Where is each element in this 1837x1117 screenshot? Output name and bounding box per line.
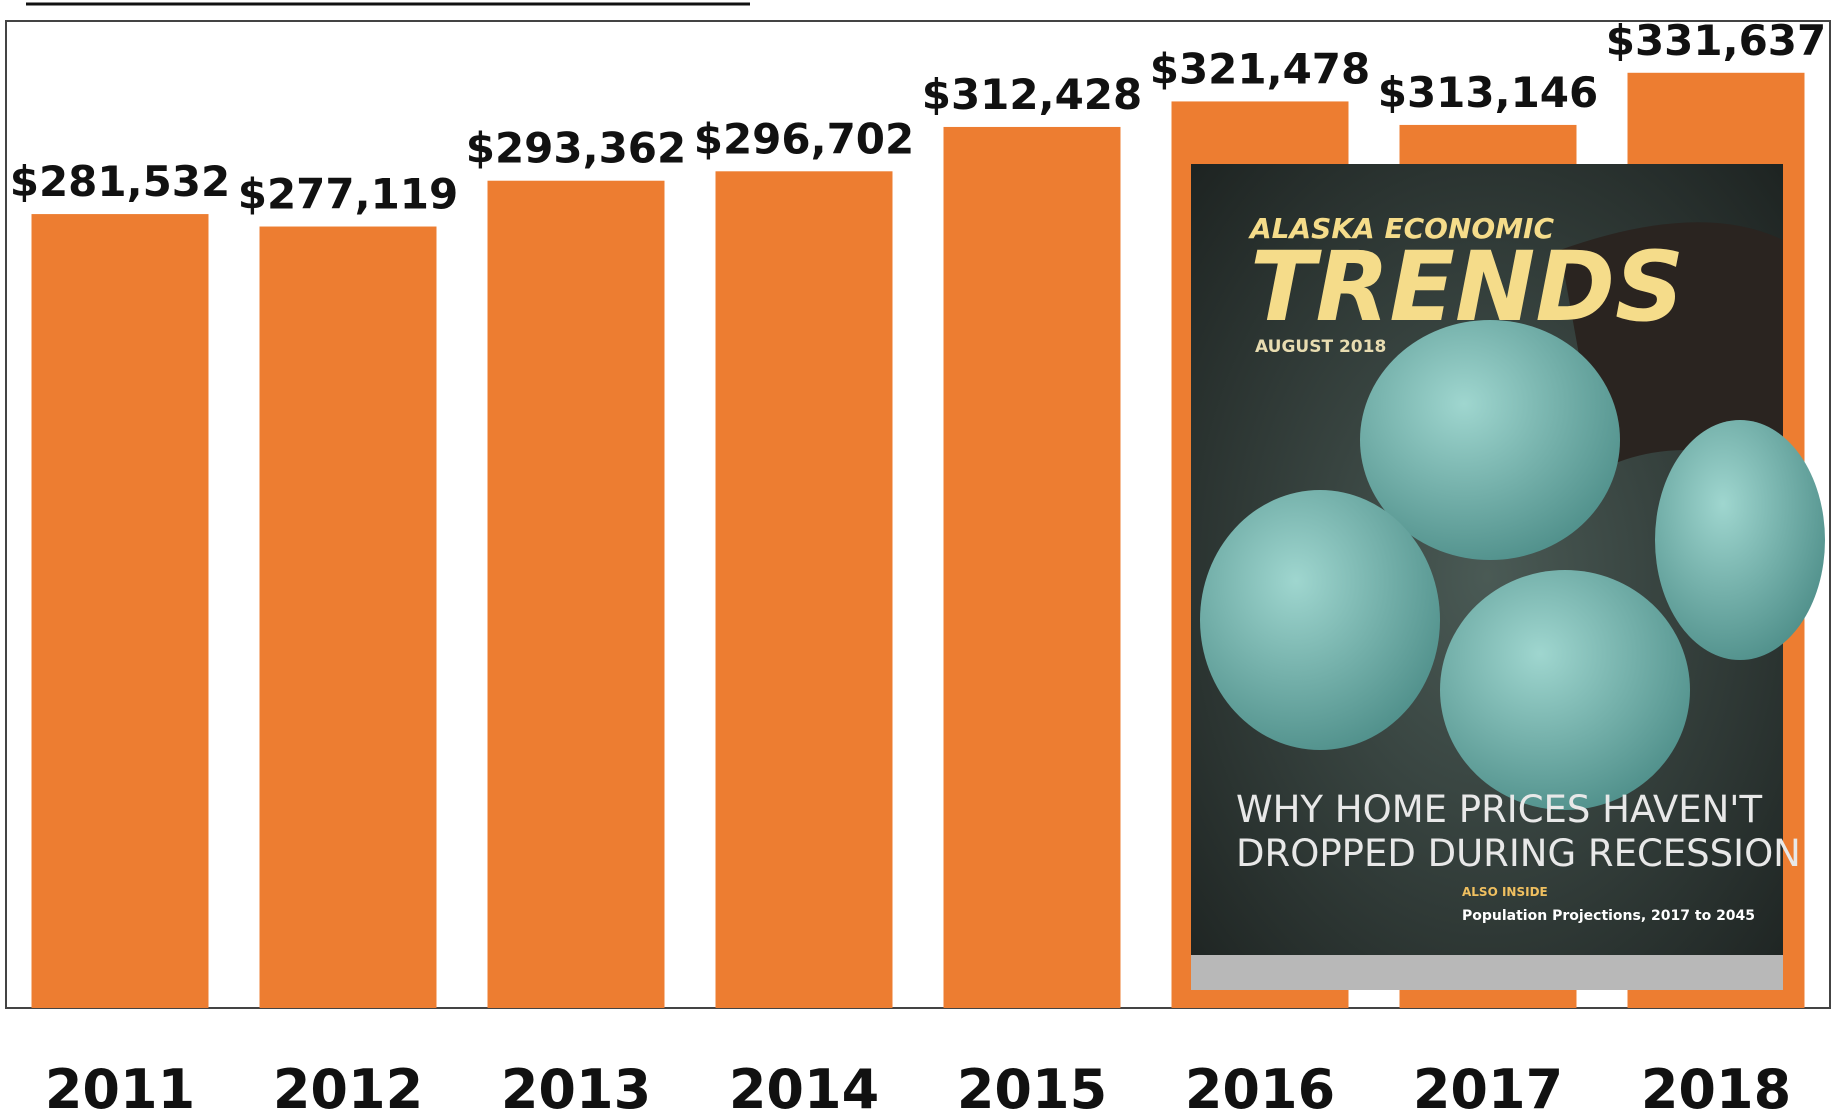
value-label: $281,532: [10, 157, 231, 206]
labels: $281,532 2011 $277,119 2012 $293,362 2013 $296…: [10, 16, 1827, 1117]
x-tick-label: 2014: [729, 1058, 879, 1117]
bar: [715, 171, 893, 1008]
x-tick-label: 2018: [1641, 1058, 1791, 1117]
x-tick-label: 2017: [1413, 1058, 1563, 1117]
value-label: $293,362: [466, 124, 687, 173]
x-tick-label: 2012: [273, 1058, 423, 1117]
cover-also: ALSO INSIDE: [1462, 885, 1548, 899]
value-label: $331,637: [1606, 16, 1827, 65]
bar: [487, 180, 665, 1008]
bar: [31, 214, 209, 1008]
cover-egg: [1200, 490, 1440, 750]
cover-egg: [1440, 570, 1690, 810]
cover-issue: AUGUST 2018: [1255, 337, 1386, 357]
bar: [259, 226, 437, 1008]
cover-feature: Population Projections, 2017 to 2045: [1462, 908, 1755, 924]
value-label: $313,146: [1378, 68, 1599, 117]
cover-footer: [1191, 955, 1783, 990]
value-label: $312,428: [922, 70, 1143, 119]
value-label: $296,702: [694, 114, 915, 163]
x-tick-label: 2013: [501, 1058, 651, 1117]
cover-headline: DROPPED DURING RECESSION: [1236, 832, 1801, 875]
x-tick-label: 2011: [45, 1058, 195, 1117]
value-label: $321,478: [1150, 44, 1371, 93]
cover-headline: WHY HOME PRICES HAVEN'T: [1236, 788, 1762, 831]
cover-masthead: ALASKA ECONOMIC: [1248, 212, 1554, 245]
magazine-cover: ALASKA ECONOMIC TRENDS AUGUST 2018 WHY H…: [1191, 164, 1825, 990]
cover-egg: [1655, 420, 1825, 660]
x-tick-label: 2015: [957, 1058, 1107, 1117]
x-tick-label: 2016: [1185, 1058, 1335, 1117]
cover-name: TRENDS: [1250, 231, 1684, 343]
value-label: $277,119: [238, 170, 459, 219]
cover-wing: [1560, 222, 1783, 470]
plot-frame: [5, 20, 1831, 1009]
bar: [943, 126, 1121, 1008]
cover-egg: [1360, 320, 1620, 560]
